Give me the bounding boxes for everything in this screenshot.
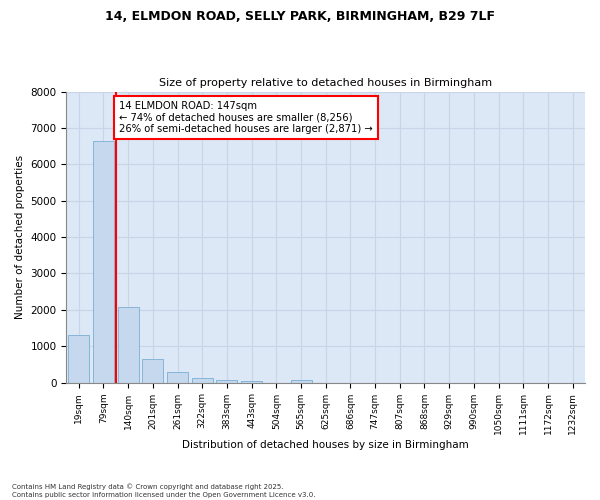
Text: 14 ELMDON ROAD: 147sqm
← 74% of detached houses are smaller (8,256)
26% of semi-: 14 ELMDON ROAD: 147sqm ← 74% of detached… bbox=[119, 100, 373, 134]
Y-axis label: Number of detached properties: Number of detached properties bbox=[15, 155, 25, 319]
Bar bbox=[192, 378, 213, 382]
Bar bbox=[217, 380, 238, 382]
Bar bbox=[93, 140, 114, 382]
Bar bbox=[118, 306, 139, 382]
Bar bbox=[142, 360, 163, 382]
Bar bbox=[167, 372, 188, 382]
Bar bbox=[241, 381, 262, 382]
Text: Contains HM Land Registry data © Crown copyright and database right 2025.
Contai: Contains HM Land Registry data © Crown c… bbox=[12, 484, 316, 498]
X-axis label: Distribution of detached houses by size in Birmingham: Distribution of detached houses by size … bbox=[182, 440, 469, 450]
Bar bbox=[290, 380, 311, 382]
Title: Size of property relative to detached houses in Birmingham: Size of property relative to detached ho… bbox=[159, 78, 492, 88]
Bar bbox=[68, 335, 89, 382]
Text: 14, ELMDON ROAD, SELLY PARK, BIRMINGHAM, B29 7LF: 14, ELMDON ROAD, SELLY PARK, BIRMINGHAM,… bbox=[105, 10, 495, 23]
